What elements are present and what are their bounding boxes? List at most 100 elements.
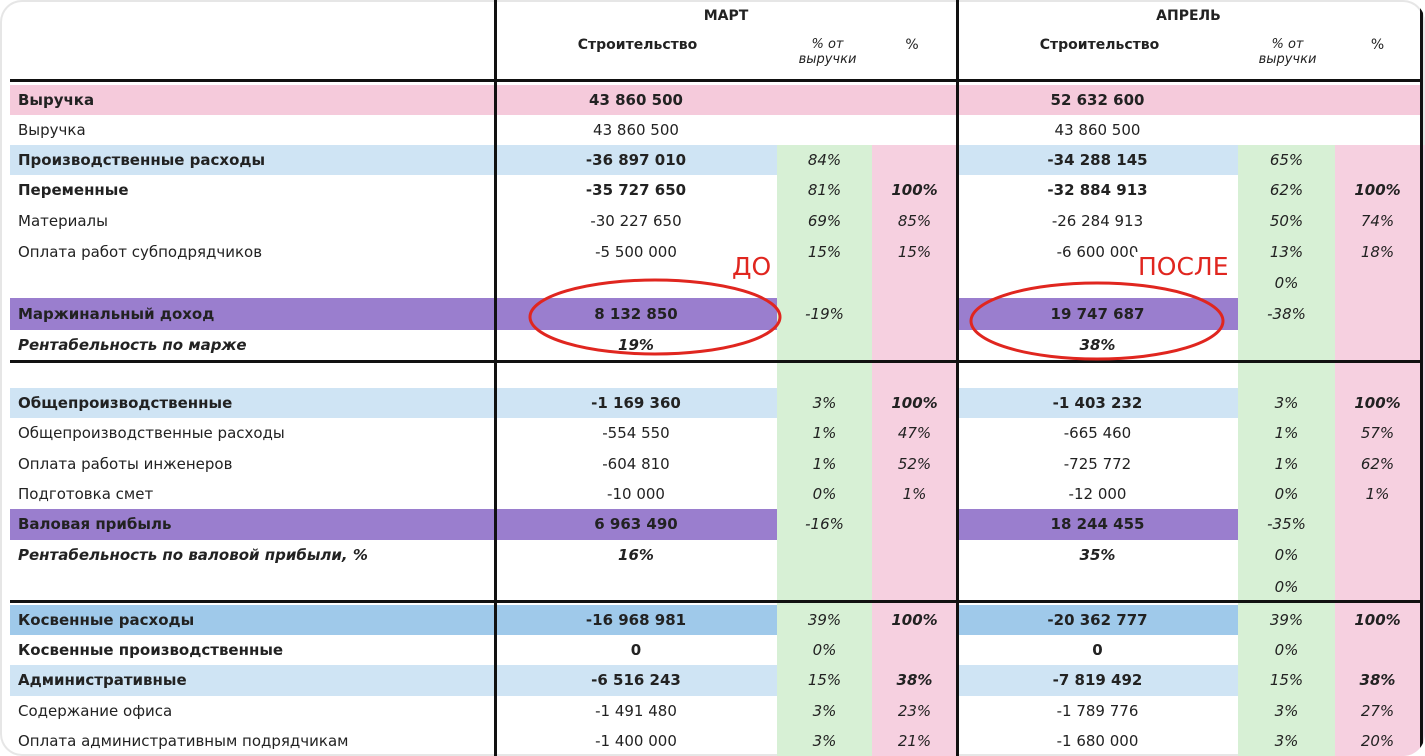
- cell-value: 100%: [1354, 181, 1401, 199]
- share-column-fill: [1335, 145, 1425, 756]
- row-label: Валовая прибыль: [18, 515, 172, 533]
- cell-value: 1%: [1274, 455, 1299, 473]
- cell-value: 16%: [618, 546, 654, 564]
- divider: [494, 0, 497, 756]
- cell-value: 100%: [1354, 611, 1401, 629]
- cell-value: -7 819 492: [1052, 671, 1143, 689]
- cell-value: 43 860 500: [589, 91, 683, 109]
- cell-value: 52 632 600: [1050, 91, 1145, 109]
- row-fill: [957, 388, 1238, 418]
- cell-value: 50%: [1269, 212, 1304, 230]
- cell-value: 100%: [891, 611, 938, 629]
- cell-value: 3%: [812, 732, 837, 750]
- divider: [10, 600, 1422, 603]
- cell-value: -665 460: [1063, 424, 1132, 442]
- cell-value: 38%: [896, 671, 933, 689]
- row-fill: [10, 145, 777, 175]
- cell-value: 13%: [1269, 243, 1304, 261]
- row-label: Производственные расходы: [18, 151, 266, 169]
- row-label: Общепроизводственные расходы: [18, 424, 285, 442]
- row-label: Подготовка смет: [18, 485, 154, 503]
- cell-value: -36 897 010: [585, 151, 687, 169]
- divider: [10, 79, 1422, 82]
- cell-value: 38%: [1359, 671, 1396, 689]
- cell-value: 18%: [1360, 243, 1395, 261]
- cell-value: -604 810: [602, 455, 670, 473]
- row-label: Общепроизводственные: [18, 394, 233, 412]
- cell-value: 85%: [897, 212, 932, 230]
- column-header: %: [905, 37, 919, 53]
- cell-value: 3%: [1274, 732, 1299, 750]
- highlight-ellipse: [969, 281, 1225, 361]
- divider: [1420, 0, 1423, 756]
- cell-value: 15%: [1269, 671, 1304, 689]
- cell-value: -1 789 776: [1056, 702, 1139, 720]
- cell-value: 3%: [812, 702, 837, 720]
- row-label: Переменные: [18, 181, 129, 199]
- row-label: Косвенные производственные: [18, 641, 284, 659]
- column-header: % от выручки: [798, 37, 857, 67]
- row-fill: [10, 605, 777, 635]
- row-label: Косвенные расходы: [18, 611, 195, 629]
- cell-value: -554 550: [602, 424, 670, 442]
- column-header: Строительство: [1039, 37, 1160, 53]
- row-label: Маржинальный доход: [18, 305, 215, 323]
- cell-value: -34 288 145: [1047, 151, 1148, 169]
- cell-value: 65%: [1269, 151, 1304, 169]
- cell-value: 52%: [897, 455, 932, 473]
- cell-value: 0%: [1274, 274, 1299, 292]
- cell-value: 0%: [1274, 485, 1299, 503]
- highlight-ellipse: [528, 278, 782, 356]
- cell-value: -1 403 232: [1052, 394, 1143, 412]
- month-header: АПРЕЛЬ: [1156, 8, 1221, 24]
- row-fill: [10, 509, 777, 540]
- row-label: Рентабельность по валовой прибыли, %: [18, 546, 368, 564]
- row-fill: [957, 509, 1238, 540]
- row-label: Выручка: [18, 121, 86, 139]
- cell-value: -35 727 650: [585, 181, 687, 199]
- cell-value: 15%: [897, 243, 932, 261]
- cell-value: -16%: [805, 515, 844, 533]
- cell-value: 69%: [807, 212, 842, 230]
- cell-value: 15%: [807, 243, 842, 261]
- row-label: Административные: [18, 671, 187, 689]
- cell-value: 57%: [1360, 424, 1395, 442]
- cell-value: 1%: [1365, 485, 1390, 503]
- cell-value: -1 680 000: [1056, 732, 1139, 750]
- divider: [956, 0, 959, 756]
- cell-value: 3%: [1274, 394, 1299, 412]
- cell-value: 0%: [1274, 578, 1299, 596]
- annotation: ДО: [728, 252, 776, 281]
- cell-value: 1%: [1274, 424, 1299, 442]
- row-fill: [10, 388, 777, 418]
- row-label: Оплата работ субподрядчиков: [18, 243, 263, 261]
- row-label: Рентабельность по марже: [18, 336, 247, 354]
- cell-value: -30 227 650: [590, 212, 682, 230]
- cell-value: 27%: [1360, 702, 1395, 720]
- annotation: ПОСЛЕ: [1134, 252, 1233, 281]
- cell-value: 74%: [1360, 212, 1395, 230]
- cell-value: 19%: [618, 336, 654, 354]
- cell-value: 15%: [807, 671, 842, 689]
- cell-value: -38%: [1267, 305, 1306, 323]
- cell-value: 20%: [1360, 732, 1395, 750]
- cell-value: 84%: [807, 151, 842, 169]
- divider: [10, 360, 1422, 363]
- row-fill: [957, 298, 1238, 330]
- cell-value: 43 860 500: [1054, 121, 1141, 139]
- share-column-fill: [872, 145, 957, 756]
- cell-value: -32 884 913: [1047, 181, 1148, 199]
- cell-value: -5 500 000: [595, 243, 677, 261]
- cell-value: -6 516 243: [591, 671, 681, 689]
- cell-value: 21%: [897, 732, 932, 750]
- cell-value: 3%: [1274, 702, 1299, 720]
- cell-value: 23%: [897, 702, 932, 720]
- row-fill: [957, 665, 1238, 696]
- row-label: Выручка: [18, 91, 95, 109]
- cell-value: -1 400 000: [595, 732, 677, 750]
- cell-value: -725 772: [1063, 455, 1132, 473]
- cell-value: 1%: [902, 485, 927, 503]
- cell-value: 6 963 490: [594, 515, 678, 533]
